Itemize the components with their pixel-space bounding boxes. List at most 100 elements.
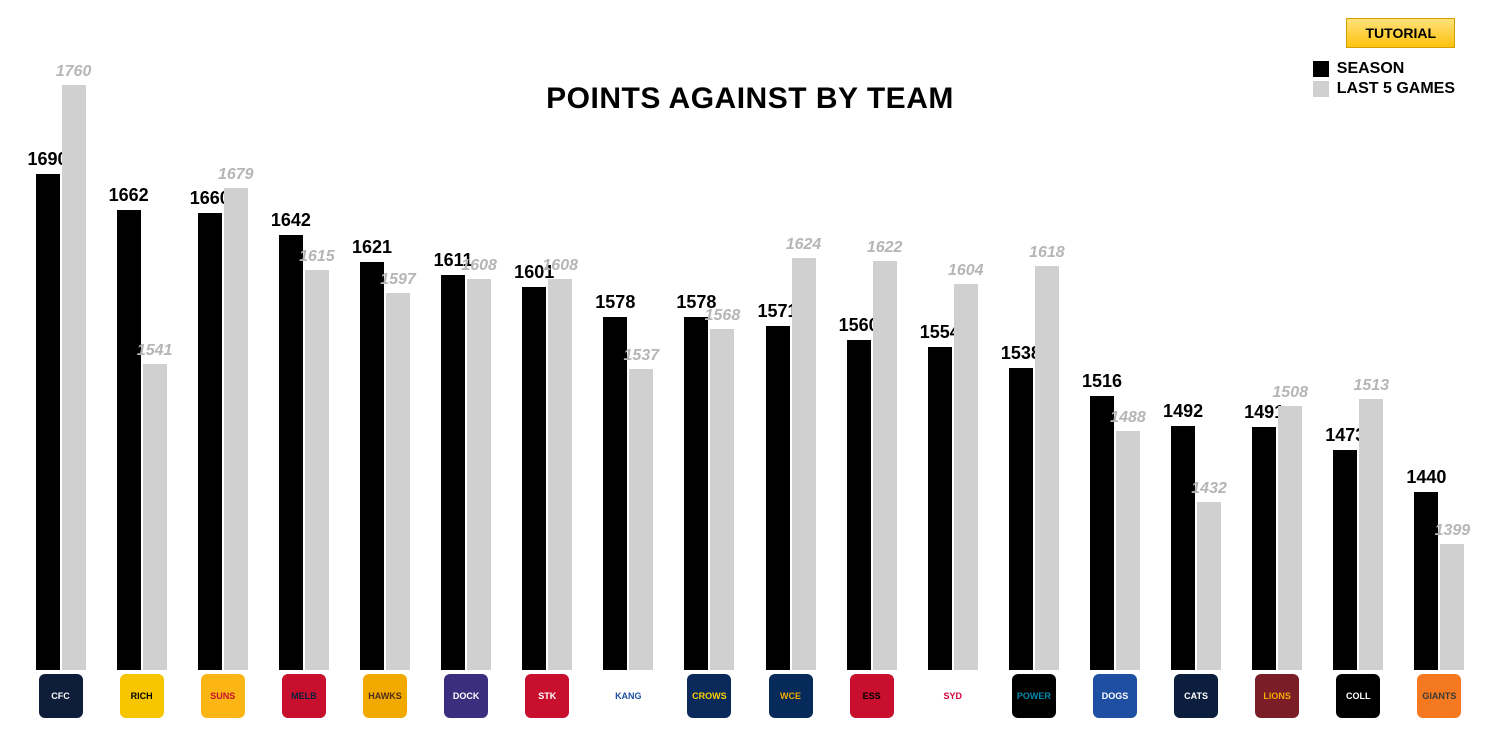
team-logo-icon: STK	[525, 674, 569, 718]
bar-label-season: 1516	[1082, 371, 1122, 396]
bar-last5: 1760	[62, 85, 86, 670]
bar-last5: 1513	[1359, 399, 1383, 670]
bar-pair: 15381618	[1009, 60, 1059, 670]
team-group: 1560 1622	[831, 60, 912, 670]
team-logo-icon: DOCK	[444, 674, 488, 718]
team-group: 1642 1615	[263, 60, 344, 670]
bar-pair: 15711624	[766, 60, 816, 670]
bar-label-last5: 1608	[461, 257, 497, 279]
bar-pair: 15781568	[684, 60, 734, 670]
team-logo-icon: DOGS	[1093, 674, 1137, 718]
team-group: 15711624	[750, 60, 831, 670]
bar-season: 1690	[36, 174, 60, 670]
team-logo-icon: RICH	[120, 674, 164, 718]
bar-label-last5: 1604	[948, 262, 984, 284]
bar-pair: 14401399	[1414, 60, 1464, 670]
team-logo-icon: KANG	[606, 674, 650, 718]
bar-last5: 1432	[1197, 502, 1221, 670]
bar-last5: 1537	[629, 369, 653, 670]
team-logo-icon: COLL	[1336, 674, 1380, 718]
bar-season: 1621	[360, 262, 384, 670]
bar-last5: 1568	[710, 329, 734, 670]
bar-season: 1578	[684, 317, 708, 670]
bar-season: 1538	[1009, 368, 1033, 670]
bar-pair: 16901760	[36, 60, 86, 670]
team-logo-icon: CATS	[1174, 674, 1218, 718]
bar-season: 1662	[117, 210, 141, 670]
bar-label-last5: 1615	[299, 248, 335, 270]
bar-season: 1660	[198, 213, 222, 671]
team-group: 15781568	[669, 60, 750, 670]
bar-label-season: 1440	[1406, 467, 1446, 492]
team-group: 1578 1537	[588, 60, 669, 670]
bar-last5: 1399	[1440, 544, 1464, 670]
bar-last5: 1597	[386, 293, 410, 670]
team-logo-icon: WCE	[769, 674, 813, 718]
bar-label-last5: 1608	[542, 257, 578, 279]
team-logo-icon: CROWS	[687, 674, 731, 718]
bar-label-last5: 1432	[1191, 480, 1227, 502]
team-group: 1440 1399	[1399, 60, 1480, 670]
bar-last5: 1541	[143, 364, 167, 670]
team-logo-icon: SYD	[931, 674, 975, 718]
bar-pair: 15781537	[603, 60, 653, 670]
bar-label-last5: 1508	[1272, 384, 1308, 406]
bar-label-season: 1578	[595, 292, 635, 317]
bar-last5: 1604	[954, 284, 978, 670]
bar-season: 1516	[1090, 396, 1114, 671]
bar-season: 1491	[1252, 427, 1276, 670]
bar-season: 1571	[766, 326, 790, 670]
team-logo-row: CFC RICH SUNS MELB HAWKS DOCK STK KANG CROWS WCE E…	[20, 672, 1480, 720]
bar-last5: 1608	[548, 279, 572, 670]
bar-last5: 1488	[1116, 431, 1140, 670]
team-group: 15381618	[993, 60, 1074, 670]
team-logo-icon: ESS	[850, 674, 894, 718]
bar-label-last5: 1622	[867, 239, 903, 261]
bar-season: 1492	[1171, 426, 1195, 670]
team-group: 14731513	[1318, 60, 1399, 670]
bar-last5: 1508	[1278, 406, 1302, 670]
bar-label-last5: 1597	[380, 271, 416, 293]
bar-pair: 14921432	[1171, 60, 1221, 670]
bar-pair: 16211597	[360, 60, 410, 670]
team-group: 16011608	[507, 60, 588, 670]
bar-pair: 14731513	[1333, 60, 1383, 670]
bar-pair: 15601622	[847, 60, 897, 670]
bar-label-last5: 1568	[705, 307, 741, 329]
bar-label-season: 1662	[109, 185, 149, 210]
bars-row: 1690176016621541166016791642161516211597…	[20, 60, 1480, 670]
bar-label-season: 1642	[271, 210, 311, 235]
team-logo-icon: HAWKS	[363, 674, 407, 718]
chart-area: 1690176016621541166016791642161516211597…	[20, 60, 1480, 670]
team-group: 15541604	[912, 60, 993, 670]
bar-label-season: 1492	[1163, 401, 1203, 426]
bar-label-last5: 1513	[1354, 377, 1390, 399]
team-group: 16111608	[426, 60, 507, 670]
bar-label-last5: 1537	[624, 347, 660, 369]
tutorial-button[interactable]: TUTORIAL	[1346, 18, 1455, 48]
bar-season: 1473	[1333, 450, 1357, 670]
bar-last5: 1608	[467, 279, 491, 670]
team-group: 14921432	[1156, 60, 1237, 670]
bar-pair: 15541604	[928, 60, 978, 670]
team-group: 16601679	[182, 60, 263, 670]
bar-last5: 1624	[792, 258, 816, 670]
bar-pair: 16011608	[522, 60, 572, 670]
team-logo-icon: POWER	[1012, 674, 1056, 718]
bar-label-last5: 1488	[1110, 409, 1146, 431]
team-logo-icon: SUNS	[201, 674, 245, 718]
bar-last5: 1679	[224, 188, 248, 670]
bar-pair: 15161488	[1090, 60, 1140, 670]
bar-label-last5: 1760	[56, 63, 92, 85]
bar-label-season: 1621	[352, 237, 392, 262]
bar-last5: 1615	[305, 270, 329, 670]
team-logo-icon: LIONS	[1255, 674, 1299, 718]
bar-label-last5: 1624	[786, 236, 822, 258]
bar-pair: 16621541	[117, 60, 167, 670]
team-logo-icon: CFC	[39, 674, 83, 718]
team-logo-icon: MELB	[282, 674, 326, 718]
team-group: 15161488	[1074, 60, 1155, 670]
bar-season: 1560	[847, 340, 871, 670]
team-group: 14911508	[1237, 60, 1318, 670]
bar-pair: 16601679	[198, 60, 248, 670]
